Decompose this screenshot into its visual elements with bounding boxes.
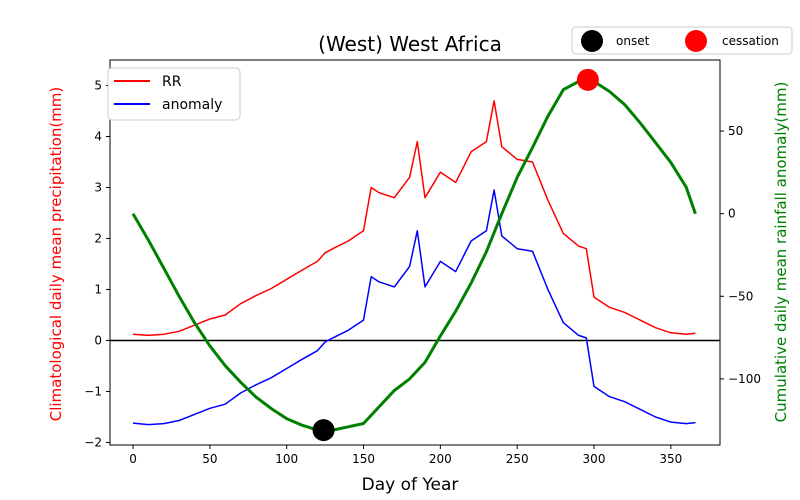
y-left-tick-label: 5 (94, 78, 102, 92)
series-line-cumulative (131, 78, 697, 433)
y-axis-right: −100 −50 0 50 (720, 124, 761, 386)
x-axis: 0 50 100 150 200 250 300 350 (129, 445, 682, 466)
y-axis-right-label: Cumulative daily mean rainfall anomaly(m… (772, 82, 790, 423)
x-tick-label: 50 (202, 452, 217, 466)
y-right-tick-label: −50 (728, 289, 753, 303)
onset-marker (312, 419, 335, 442)
legend-left: RR anomaly (107, 67, 241, 121)
legend-rr-label: RR (162, 74, 182, 90)
x-tick-label: 300 (583, 452, 606, 466)
y-left-tick-label: 2 (94, 231, 102, 245)
plot-frame (109, 59, 721, 446)
y-left-tick-label: 1 (94, 282, 102, 296)
legend-cessation-marker (685, 30, 707, 52)
legend-right-frame (571, 26, 793, 55)
x-tick-label: 150 (352, 452, 375, 466)
y-right-tick-label: 0 (728, 207, 736, 221)
y-right-tick-label: 50 (728, 124, 743, 138)
x-axis-label: Day of Year (362, 475, 459, 495)
series-line-rr (132, 100, 696, 337)
x-tick-label: 200 (429, 452, 452, 466)
y-right-tick-label: −100 (728, 372, 761, 386)
legend-right: onset cessation (571, 26, 793, 55)
y-left-tick-label: −1 (84, 384, 102, 398)
x-tick-label: 0 (129, 452, 137, 466)
y-left-tick-label: 3 (94, 180, 102, 194)
series-line-anomaly (132, 189, 696, 426)
y-left-tick-label: 4 (94, 129, 102, 143)
x-tick-label: 350 (659, 452, 682, 466)
legend-anomaly-label: anomaly (162, 97, 222, 113)
y-axis-left-label: Climatological daily mean precipitation(… (47, 87, 65, 422)
x-tick-label: 250 (506, 452, 529, 466)
y-left-tick-label: −2 (84, 435, 102, 449)
legend-onset-marker (581, 30, 603, 52)
legend-cessation-label: cessation (722, 34, 779, 48)
y-left-tick-label: 0 (94, 333, 102, 347)
y-axis-left: −2 −1 0 1 2 3 4 5 (84, 78, 110, 449)
x-tick-label: 100 (275, 452, 298, 466)
cessation-marker (576, 68, 599, 91)
chart-title: (West) West Africa (318, 32, 502, 56)
plot-area (110, 68, 720, 442)
legend-onset-label: onset (616, 34, 650, 48)
